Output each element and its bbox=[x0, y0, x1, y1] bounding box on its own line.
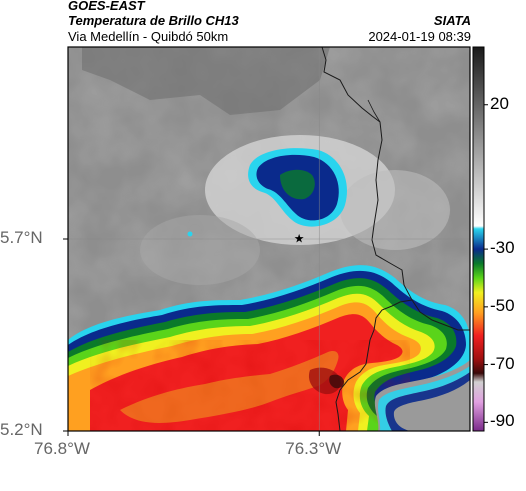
x-tick-label: 76.3°W bbox=[285, 439, 342, 458]
axis-ticks bbox=[63, 238, 320, 436]
colorbar-ticks bbox=[484, 104, 488, 423]
light-cloud-area-east bbox=[340, 170, 450, 250]
light-cloud-area-west bbox=[140, 215, 260, 285]
datetime-label: 2024-01-19 08:39 bbox=[368, 29, 471, 44]
small-cell bbox=[187, 231, 193, 237]
star-marker: ★ bbox=[294, 232, 305, 246]
dark-gray-area bbox=[82, 47, 330, 115]
colorbar-tick-label: -90 bbox=[490, 411, 515, 431]
gray-gap-edge bbox=[378, 366, 470, 431]
imagery-layer: ★ bbox=[68, 47, 470, 431]
boundary-line-north bbox=[321, 47, 470, 331]
agency-label: SIATA bbox=[433, 13, 471, 28]
satellite-title: GOES-EAST bbox=[68, 0, 145, 13]
gray-gap-blue bbox=[385, 372, 470, 431]
region-subtitle: Via Medellín - Quibdó 50km bbox=[68, 29, 229, 44]
colorbar-tick-label: -70 bbox=[490, 353, 515, 373]
colorbar-tick-label: -30 bbox=[490, 238, 515, 258]
x-tick-label: 76.8°W bbox=[34, 439, 90, 458]
boundary-branch bbox=[367, 99, 381, 123]
red-texture bbox=[90, 340, 410, 431]
storm-cell-core bbox=[280, 169, 315, 200]
colorbar-tick-label: 20 bbox=[490, 93, 509, 113]
product-title: Temperatura de Brillo CH13 bbox=[68, 13, 239, 28]
convective-darkest bbox=[329, 374, 345, 389]
boundary-line-south bbox=[335, 299, 413, 431]
colorbar bbox=[472, 46, 485, 432]
y-tick-label: 5.2°N bbox=[0, 420, 43, 439]
convective-streak bbox=[120, 350, 339, 423]
convective-darkred bbox=[308, 367, 341, 395]
y-tick-label: 5.7°N bbox=[0, 228, 43, 247]
colorbar-tick-label: -50 bbox=[490, 295, 515, 315]
